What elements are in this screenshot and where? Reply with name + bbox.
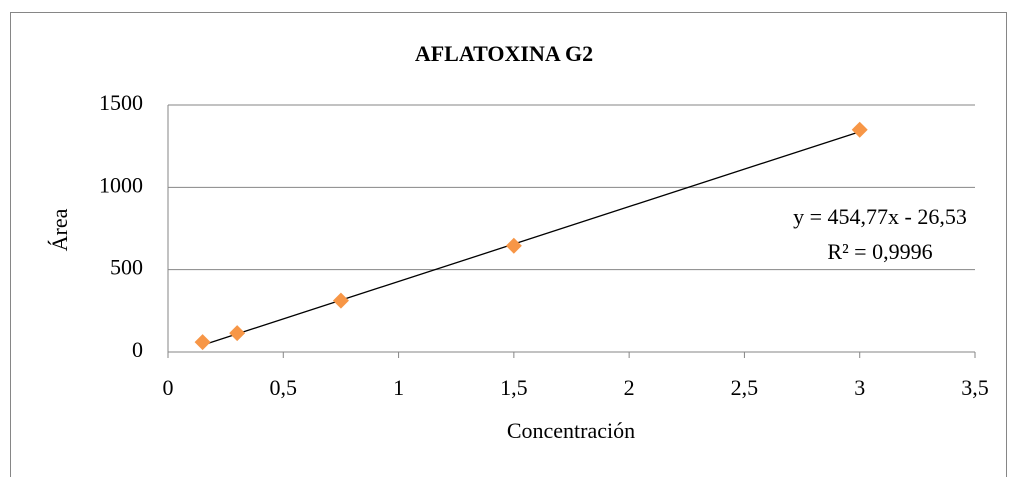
x-tick-label: 0: [163, 375, 174, 400]
data-point: [194, 334, 211, 351]
x-tick-label: 3,5: [961, 375, 989, 400]
trendline: [202, 131, 860, 346]
y-tick-label: 1000: [99, 172, 143, 197]
x-tick-label: 0,5: [270, 375, 298, 400]
x-tick-label: 2: [624, 375, 635, 400]
chart-title: AFLATOXINA G2: [415, 41, 593, 66]
y-tick-label: 500: [110, 255, 143, 280]
y-axis-label: Área: [47, 208, 72, 251]
x-tick-label: 1: [393, 375, 404, 400]
y-tick-label: 1500: [99, 90, 143, 115]
x-axis-label: Concentración: [507, 418, 635, 443]
data-point: [229, 325, 246, 342]
data-point: [851, 121, 868, 138]
trendline-equation: y = 454,77x - 26,53: [793, 204, 967, 229]
data-point: [332, 292, 349, 309]
x-tick-label: 2,5: [731, 375, 759, 400]
data-point: [505, 237, 522, 254]
y-tick-label: 0: [132, 337, 143, 362]
x-tick-label: 3: [854, 375, 865, 400]
x-tick-label: 1,5: [500, 375, 528, 400]
trendline-r2: R² = 0,9996: [827, 239, 932, 264]
